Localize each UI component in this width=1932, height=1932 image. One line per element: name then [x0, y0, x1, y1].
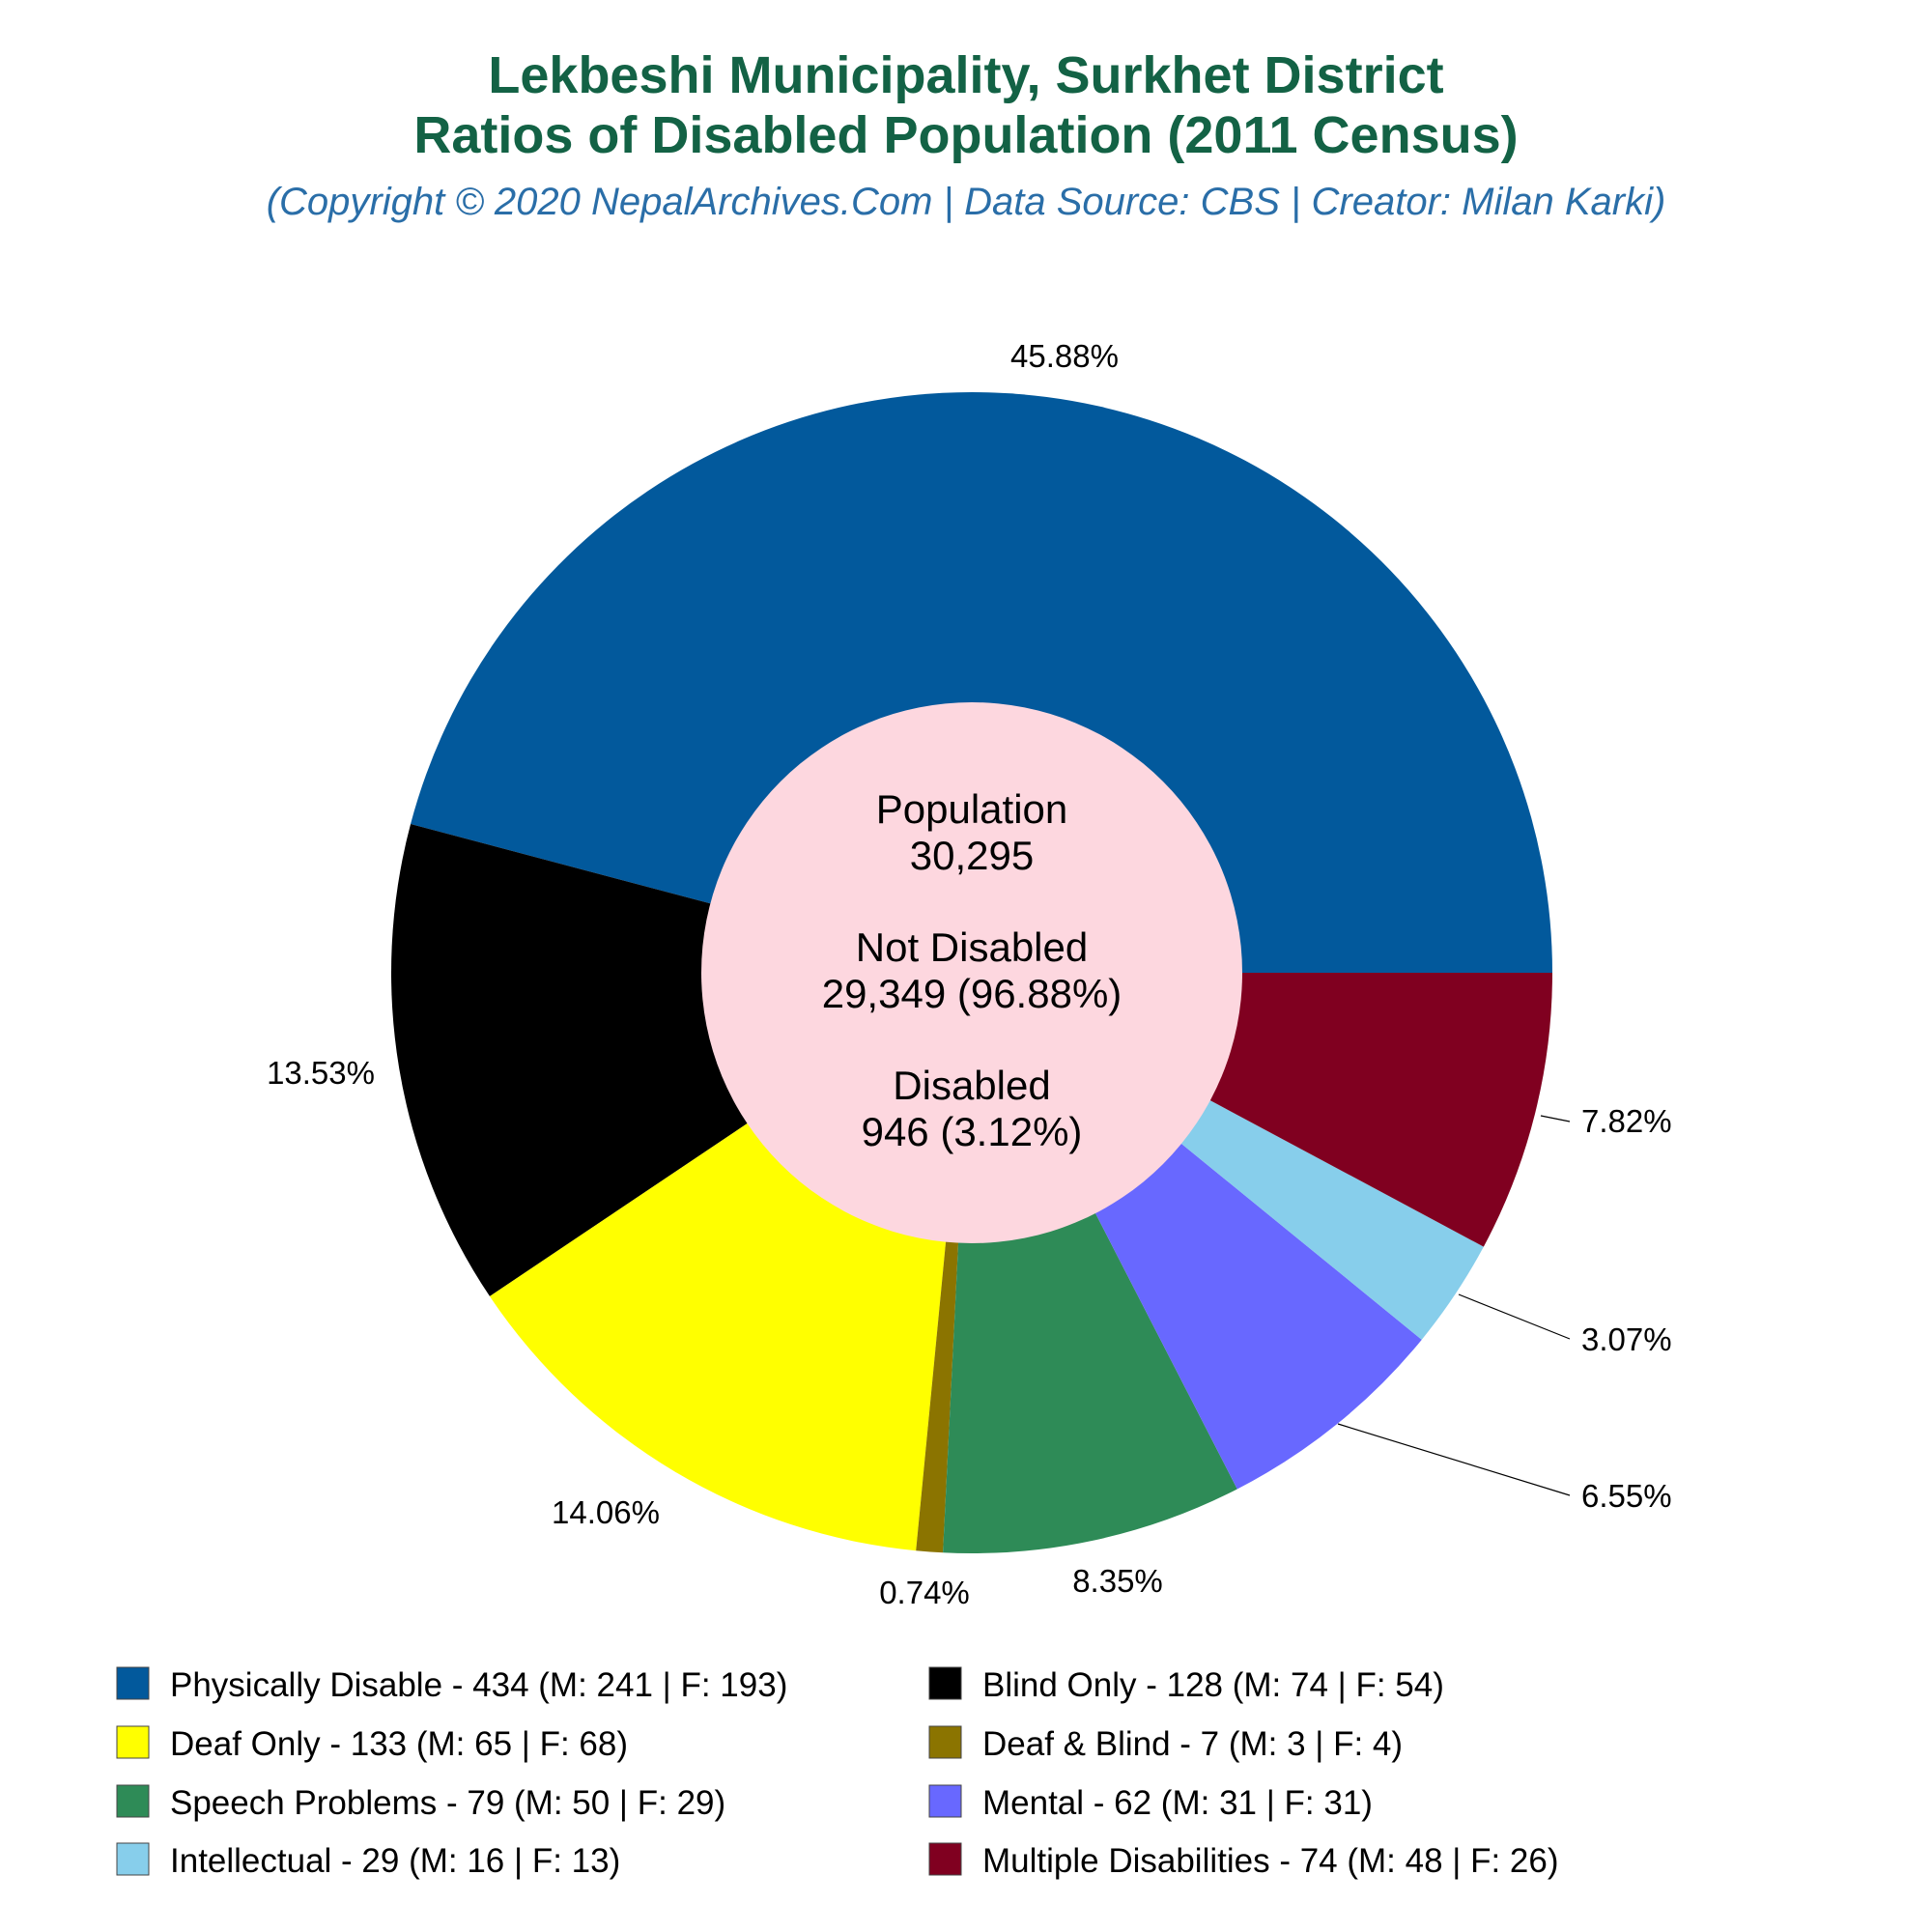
chart-subtitle: (Copyright © 2020 NepalArchives.Com | Da… — [267, 181, 1666, 223]
legend-label: Blind Only - 128 (M: 74 | F: 54) — [982, 1666, 1444, 1704]
pie-slices — [390, 392, 1553, 1553]
center-not-disabled-label: Not Disabled — [856, 924, 1088, 970]
legend-item-physically-disable: Physically Disable - 434 (M: 241 | F: 19… — [116, 1666, 787, 1704]
legend-item-mental: Mental - 62 (M: 31 | F: 31) — [928, 1784, 1373, 1822]
legend-swatch — [116, 1666, 150, 1700]
legend-item-deaf-blind: Deaf & Blind - 7 (M: 3 | F: 4) — [928, 1725, 1403, 1763]
legend-swatch — [928, 1725, 962, 1759]
percent-label-blind-only: 13.53% — [267, 1055, 375, 1091]
legend-item-multiple-disabilities: Multiple Disabilities - 74 (M: 48 | F: 2… — [928, 1842, 1559, 1880]
percent-label-deaf-only: 14.06% — [552, 1494, 660, 1530]
slice-percent-labels: 45.88% 13.53% 14.06% 0.74% 8.35% 6.55% 3.07% 7.… — [267, 338, 1672, 1610]
chart-title-line2: Ratios of Disabled Population (2011 Cens… — [413, 106, 1518, 164]
center-population-value: 30,295 — [910, 833, 1034, 878]
center-not-disabled-value: 29,349 (96.88%) — [822, 971, 1122, 1016]
chart-title-line1: Lekbeshi Municipality, Surkhet District — [488, 46, 1443, 104]
legend-item-deaf-only: Deaf Only - 133 (M: 65 | F: 68) — [116, 1725, 628, 1763]
center-population-label: Population — [876, 786, 1068, 832]
legend: Physically Disable - 434 (M: 241 | F: 19… — [116, 1666, 1559, 1880]
leader-line-intellectual — [1458, 1293, 1571, 1340]
legend-label: Multiple Disabilities - 74 (M: 48 | F: 2… — [982, 1842, 1559, 1880]
label-leader-lines — [1337, 1115, 1571, 1496]
legend-swatch — [928, 1784, 962, 1818]
center-disabled-label: Disabled — [893, 1063, 1050, 1108]
legend-item-speech-problems: Speech Problems - 79 (M: 50 | F: 29) — [116, 1784, 725, 1822]
percent-label-speech-problems: 8.35% — [1072, 1563, 1163, 1599]
center-disabled-value: 946 (3.12%) — [862, 1109, 1083, 1154]
legend-swatch — [116, 1725, 150, 1759]
leader-line-multiple-disabilities — [1540, 1115, 1571, 1122]
legend-label: Deaf & Blind - 7 (M: 3 | F: 4) — [982, 1725, 1403, 1763]
legend-label: Intellectual - 29 (M: 16 | F: 13) — [170, 1842, 620, 1880]
legend-item-intellectual: Intellectual - 29 (M: 16 | F: 13) — [116, 1842, 620, 1880]
legend-swatch — [116, 1784, 150, 1818]
percent-label-multiple-disabilities: 7.82% — [1581, 1103, 1672, 1139]
percent-label-mental: 6.55% — [1581, 1478, 1672, 1514]
percent-label-physically-disable: 45.88% — [1010, 338, 1119, 374]
percent-label-deaf-blind: 0.74% — [879, 1575, 970, 1610]
legend-swatch — [928, 1666, 962, 1700]
legend-label: Physically Disable - 434 (M: 241 | F: 19… — [170, 1666, 787, 1704]
center-summary-disk — [701, 702, 1242, 1243]
legend-swatch — [928, 1842, 962, 1876]
legend-swatch — [116, 1842, 150, 1876]
leader-line-mental — [1337, 1423, 1571, 1496]
legend-label: Mental - 62 (M: 31 | F: 31) — [982, 1784, 1373, 1822]
percent-label-intellectual: 3.07% — [1581, 1321, 1672, 1357]
legend-label: Deaf Only - 133 (M: 65 | F: 68) — [170, 1725, 628, 1763]
pie-slice-physically-disable — [411, 392, 1553, 973]
legend-label: Speech Problems - 79 (M: 50 | F: 29) — [170, 1784, 725, 1822]
legend-item-blind-only: Blind Only - 128 (M: 74 | F: 54) — [928, 1666, 1444, 1704]
